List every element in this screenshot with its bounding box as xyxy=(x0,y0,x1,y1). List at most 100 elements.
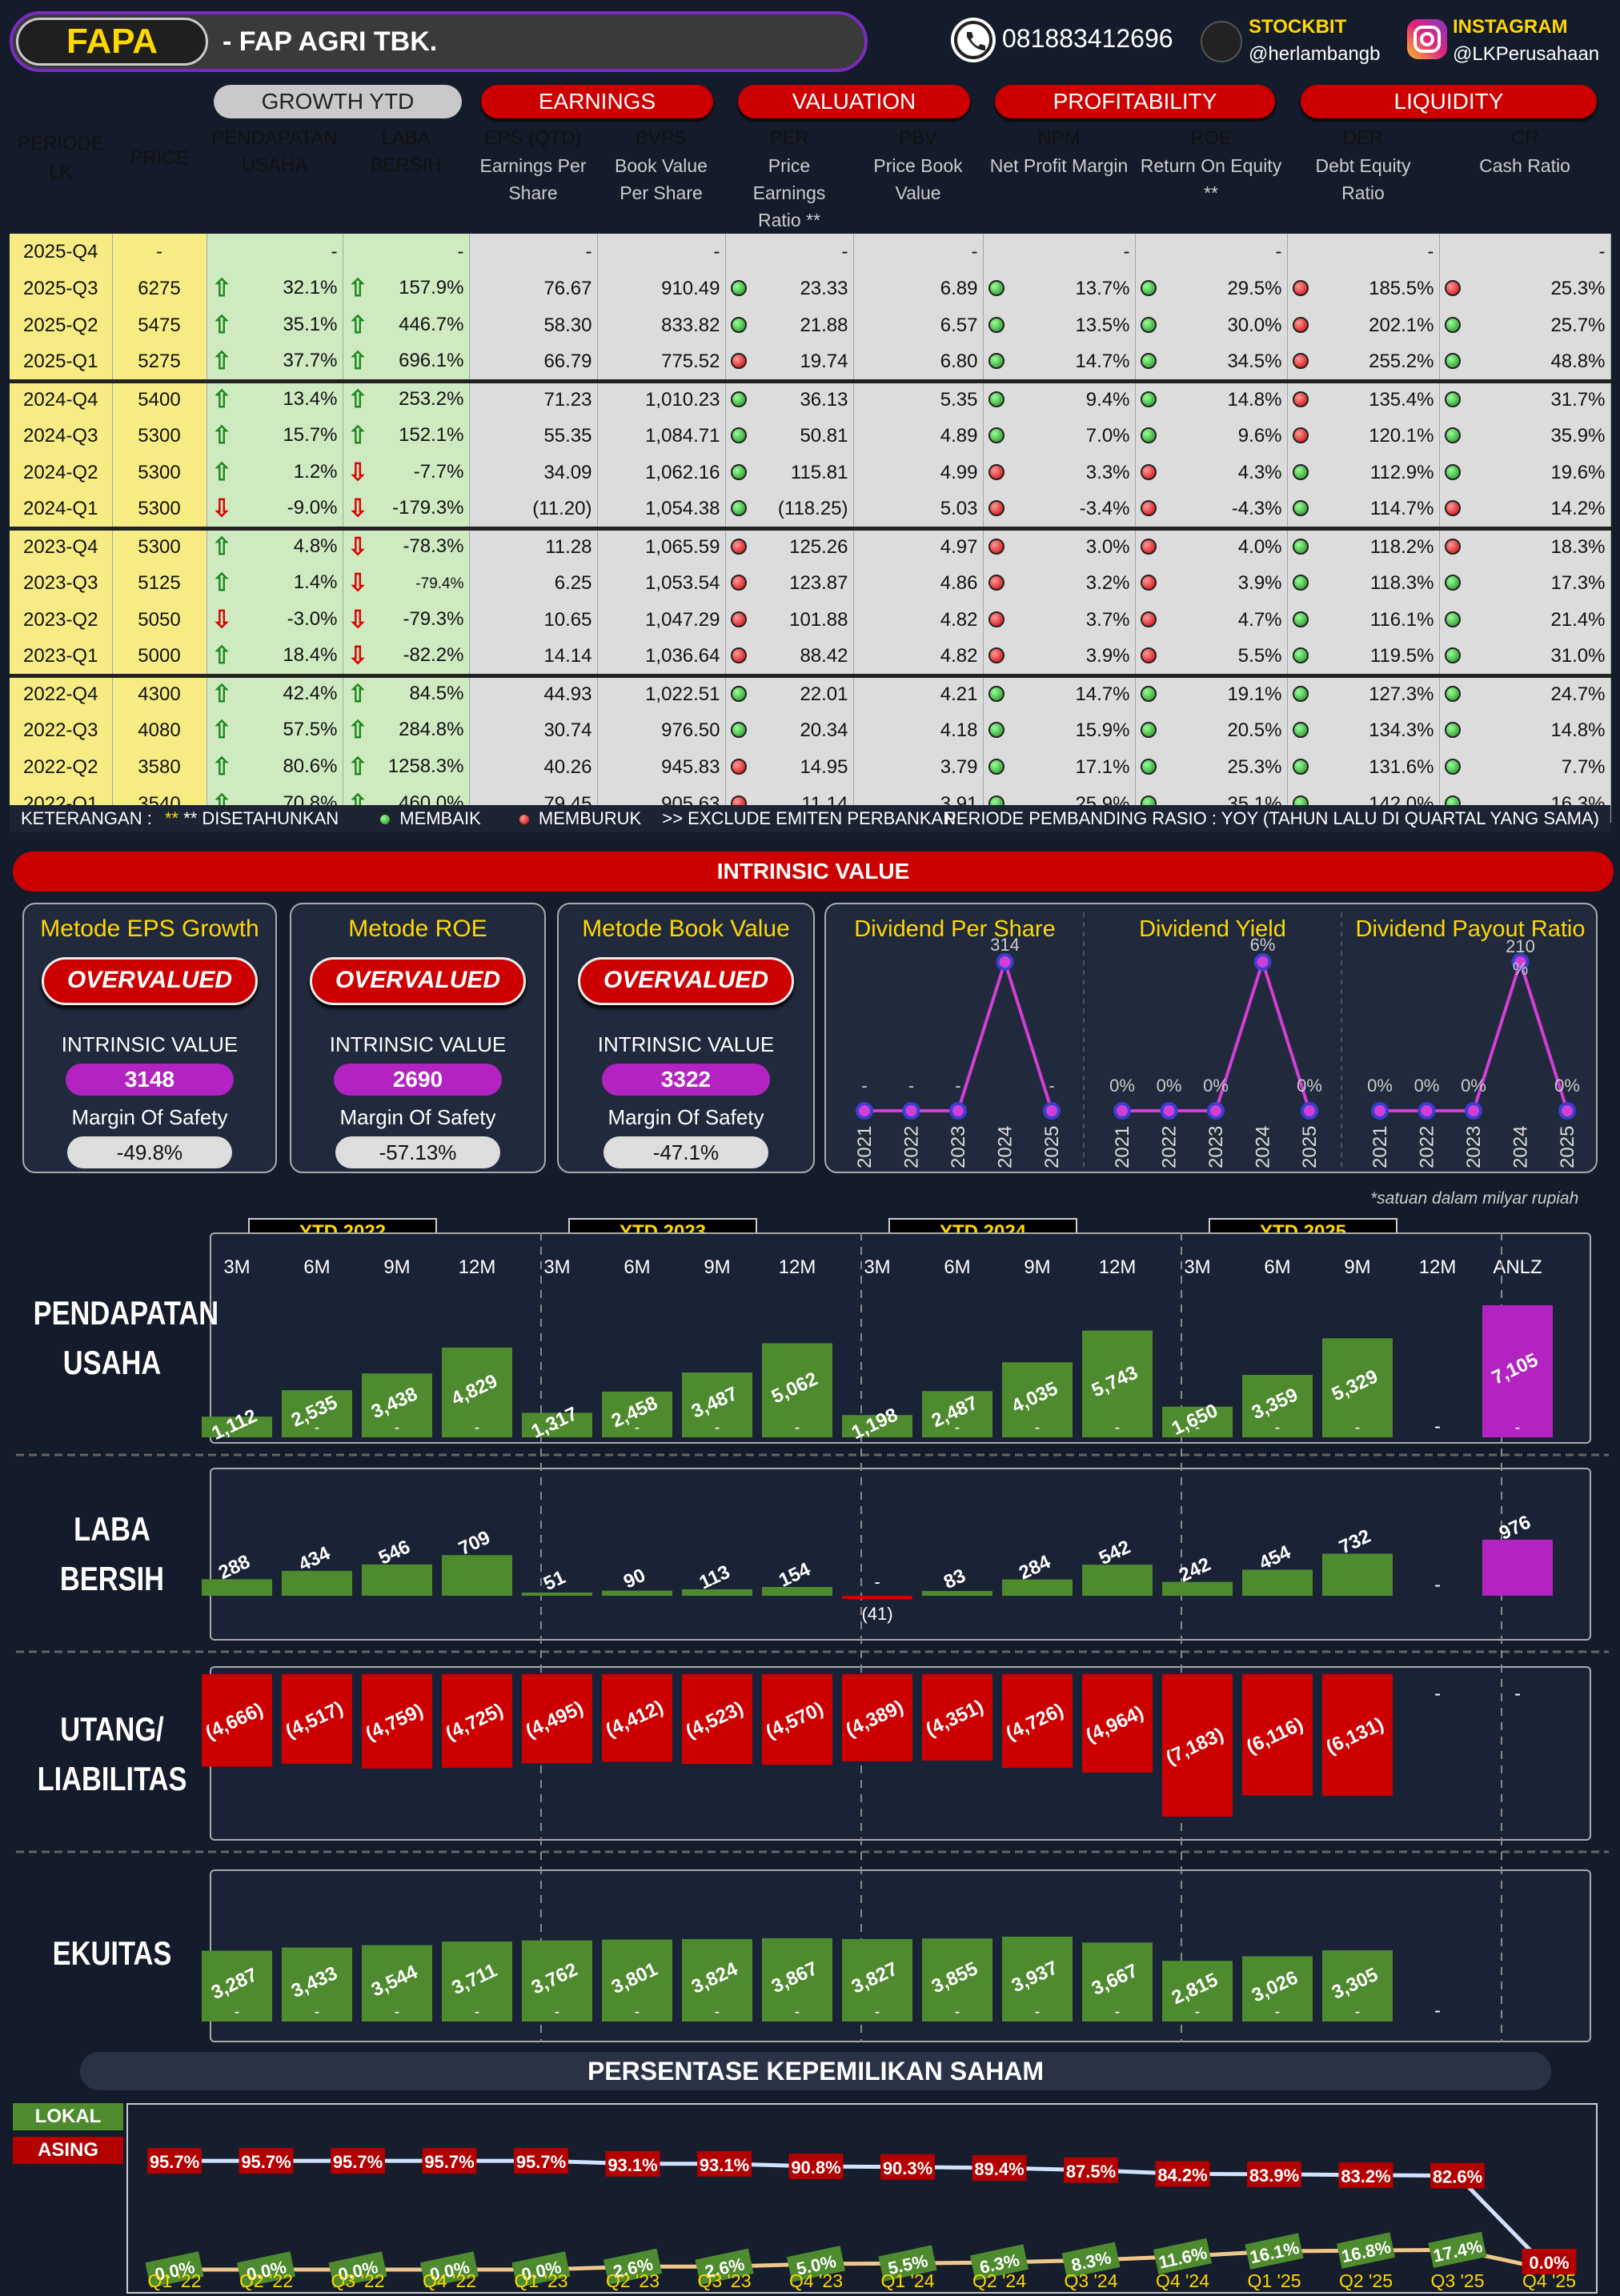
quarter-tick: Q4 '23 xyxy=(789,2270,843,2291)
cell-pbv: 5.35 xyxy=(940,389,978,411)
bar-dash: - xyxy=(874,1572,880,1592)
dividend-panel: Dividend Per Share - 2021 - 2022 - 2023 314 2024… xyxy=(824,903,1598,1173)
instagram-icon xyxy=(1407,19,1447,59)
membaik-dot-icon xyxy=(1444,575,1461,591)
ownership-value: 0.0% xyxy=(1522,2249,1577,2274)
cell-der: 255.2% xyxy=(1369,350,1434,372)
bar-value-label: 83 xyxy=(940,1565,969,1593)
bar-dash: - xyxy=(235,2003,240,2021)
year-tick: 2023 xyxy=(1463,1126,1485,1168)
bar-dash: - xyxy=(475,1419,480,1437)
cell-eps: 44.93 xyxy=(543,683,592,706)
instagram-handle[interactable]: @LKPerusahaan xyxy=(1453,43,1600,65)
cell-per: (118.25) xyxy=(777,497,848,519)
year-tick: 2022 xyxy=(1159,1126,1181,1168)
bar-value-label: 546 xyxy=(375,1536,414,1569)
period-label: 9M xyxy=(704,1256,731,1278)
col-per-sub: Price Earnings Ratio ** xyxy=(752,155,826,230)
cell-der: 118.3% xyxy=(1369,572,1434,594)
membaik-dot-icon xyxy=(1444,759,1461,775)
cell-lv: 284.8% xyxy=(399,719,464,740)
cell-eps: 66.79 xyxy=(543,350,592,372)
arrow-up-icon: ⇧ xyxy=(211,570,232,596)
cell-pbv: 5.03 xyxy=(940,497,978,519)
bar xyxy=(682,1589,752,1596)
col-pendapatan: PENDAPATAN USAHA xyxy=(207,120,343,234)
ownership-value-box xyxy=(145,2251,204,2288)
arrow-down-icon: ⇩ xyxy=(211,495,232,522)
bar xyxy=(202,1950,272,2022)
cell-pv: -3.0% xyxy=(287,608,338,630)
bar-value-label: 51 xyxy=(540,1566,569,1595)
arrow-down-icon: ⇩ xyxy=(347,642,368,669)
membaik-dot-icon xyxy=(1292,647,1309,663)
annualized-bar xyxy=(1482,1540,1553,1596)
dividend-value-label: 0% xyxy=(1461,1076,1486,1096)
arrow-down-icon: ⇩ xyxy=(347,459,368,486)
ownership-value-box xyxy=(605,2150,660,2177)
bar-label: - xyxy=(1434,2000,1441,2022)
cell-per: 88.42 xyxy=(800,644,848,667)
bar-dash: - xyxy=(1115,1419,1121,1437)
margin-of-safety-label: Margin Of Safety xyxy=(71,1105,228,1129)
membaik-dot-icon xyxy=(1444,722,1461,738)
cell-eps: 76.67 xyxy=(543,278,592,299)
phone-number[interactable]: 081883412696 xyxy=(1002,24,1173,53)
cell-roe: - xyxy=(1275,241,1282,262)
overvalued-badge: OVERVALUED xyxy=(578,957,794,1005)
cell-roe: -4.3% xyxy=(1231,497,1282,519)
quarter-tick: Q3 '23 xyxy=(697,2270,751,2291)
cell-per: 20.34 xyxy=(800,719,848,741)
cell-der: - xyxy=(1427,241,1434,262)
membaik-dot-icon xyxy=(1140,352,1157,369)
cell-eps: 30.74 xyxy=(543,719,592,741)
quarter-tick: Q1 '22 xyxy=(147,2270,201,2291)
cell-p: 2023-Q4 xyxy=(23,536,98,559)
laba-title: LABA BERSIH xyxy=(59,1510,165,1597)
cell-lv: 152.1% xyxy=(399,424,464,446)
bar xyxy=(922,1591,992,1596)
col-bvps-sub: Book Value Per Share xyxy=(615,155,708,203)
table-row: 2025-Q4 - - - - - - - - - - - xyxy=(10,234,1611,270)
cell-cr: 25.7% xyxy=(1550,315,1606,336)
cell-price: - xyxy=(156,241,162,262)
cell-pv: 13.4% xyxy=(283,388,338,411)
dividend-point xyxy=(1301,1102,1318,1120)
bar-dash: - xyxy=(715,2003,720,2021)
bar xyxy=(522,1412,592,1437)
ownership-value-box xyxy=(236,2251,296,2288)
quarter-tick: Q4 '25 xyxy=(1522,2270,1576,2291)
cell-roe: 34.5% xyxy=(1227,350,1282,372)
bar xyxy=(282,1570,352,1596)
membaik-dot-icon xyxy=(730,317,747,333)
overvalued-badge: OVERVALUED xyxy=(310,957,526,1005)
ownership-value: 95.7% xyxy=(239,2148,294,2174)
col-cr: CR xyxy=(1510,127,1539,149)
bar-value-label: 434 xyxy=(295,1542,334,1576)
intrinsic-value-label: INTRINSIC VALUE xyxy=(61,1032,239,1056)
stockbit-handle[interactable]: @herlambangb xyxy=(1249,43,1381,65)
cell-eps: - xyxy=(585,241,592,262)
cell-bvps: 1,047.29 xyxy=(645,609,720,631)
cell-pv: -9.0% xyxy=(287,496,338,519)
bar xyxy=(842,1596,912,1599)
cell-lv: -79.4% xyxy=(415,575,464,592)
cell-p: 2024-Q4 xyxy=(23,389,98,411)
cell-p: 2024-Q1 xyxy=(23,497,98,519)
ownership-chart: 95.7% 95.7% 95.7% 95.7% 95.7% 93.1% 93.1% 90.8%… xyxy=(126,2103,1598,2294)
membaik-dot-icon xyxy=(988,427,1004,443)
membaik-dot-icon xyxy=(1140,759,1157,775)
cell-lv: 1258.3% xyxy=(387,755,464,777)
membaik-dot-icon xyxy=(1292,499,1309,516)
membaik-dot-icon xyxy=(730,464,747,480)
intrinsic-value: 2690 xyxy=(334,1064,502,1096)
period-label: 3M xyxy=(223,1256,251,1278)
membaik-dot-icon xyxy=(1140,280,1157,296)
cell-lv: -79.3% xyxy=(403,608,464,630)
ownership-value-text: 89.4% xyxy=(974,2159,1024,2179)
bar xyxy=(442,1347,512,1437)
lokal-line xyxy=(174,2247,1550,2272)
membaik-dot-icon xyxy=(988,722,1004,738)
col-eps: EPS (QTD) xyxy=(484,127,582,149)
arrow-up-icon: ⇧ xyxy=(211,312,232,339)
